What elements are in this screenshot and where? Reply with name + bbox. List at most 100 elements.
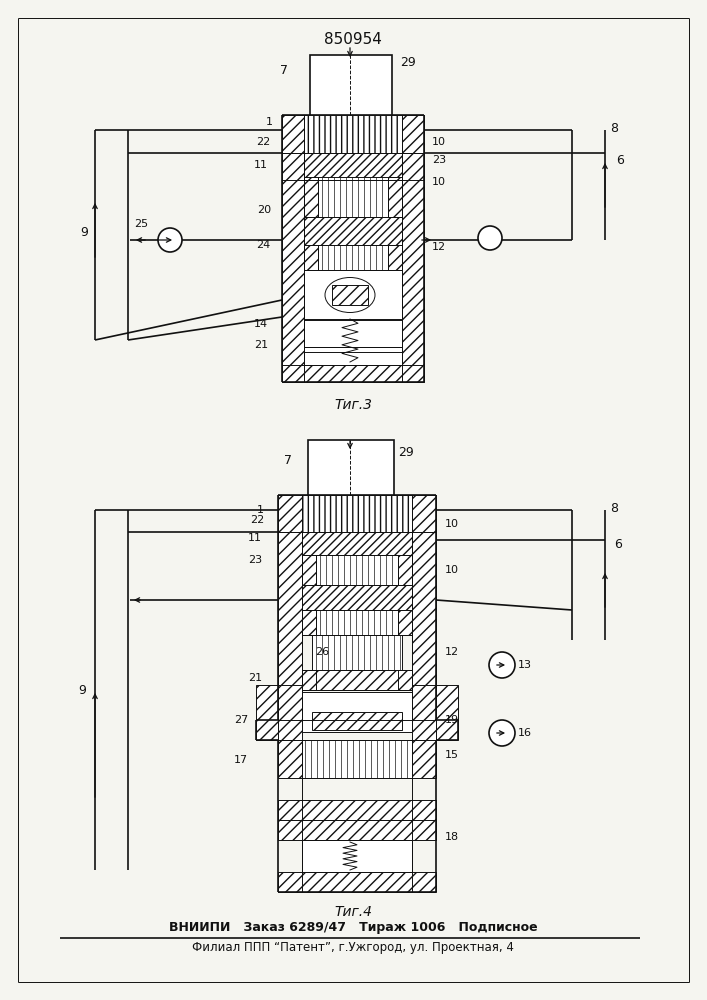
Text: 850954: 850954 bbox=[324, 32, 382, 47]
Bar bbox=[282, 115, 424, 153]
Text: 8: 8 bbox=[610, 502, 618, 514]
Text: 8: 8 bbox=[610, 121, 618, 134]
Bar bbox=[304, 352, 402, 365]
Bar bbox=[278, 740, 302, 778]
Text: 12: 12 bbox=[432, 242, 446, 252]
Text: 16: 16 bbox=[518, 728, 532, 738]
Bar bbox=[302, 585, 412, 610]
Bar bbox=[302, 532, 412, 555]
Bar bbox=[318, 177, 388, 217]
Text: 13: 13 bbox=[518, 660, 532, 670]
Text: 10: 10 bbox=[445, 565, 459, 575]
Bar bbox=[302, 610, 316, 635]
Bar bbox=[412, 740, 436, 778]
Bar bbox=[304, 347, 402, 365]
Text: 25: 25 bbox=[134, 219, 148, 229]
Bar bbox=[256, 685, 278, 740]
Bar bbox=[402, 115, 424, 382]
Bar bbox=[412, 685, 436, 740]
Text: 11: 11 bbox=[248, 533, 262, 543]
Text: 15: 15 bbox=[445, 750, 459, 760]
Circle shape bbox=[158, 228, 182, 252]
Bar bbox=[310, 55, 392, 115]
Text: 20: 20 bbox=[257, 205, 271, 215]
Text: 22: 22 bbox=[256, 137, 270, 147]
Bar bbox=[278, 800, 436, 820]
Bar bbox=[304, 270, 402, 320]
Bar bbox=[316, 555, 398, 585]
Bar bbox=[304, 319, 402, 347]
Bar bbox=[308, 440, 394, 495]
Bar bbox=[302, 840, 412, 872]
Text: 29: 29 bbox=[398, 446, 414, 458]
Bar bbox=[312, 635, 402, 670]
Text: 10: 10 bbox=[432, 177, 446, 187]
Text: 6: 6 bbox=[614, 538, 622, 552]
Bar bbox=[302, 670, 412, 690]
Text: 29: 29 bbox=[400, 56, 416, 70]
Ellipse shape bbox=[325, 277, 375, 312]
Bar bbox=[304, 115, 402, 153]
Bar bbox=[282, 115, 304, 382]
Circle shape bbox=[489, 652, 515, 678]
Bar bbox=[388, 245, 402, 270]
Bar bbox=[278, 495, 436, 532]
Text: 9: 9 bbox=[78, 684, 86, 696]
Text: 23: 23 bbox=[432, 155, 446, 165]
Text: 7: 7 bbox=[280, 64, 288, 77]
Text: 17: 17 bbox=[234, 755, 248, 765]
Bar bbox=[302, 692, 412, 732]
Bar bbox=[304, 320, 402, 352]
Text: 23: 23 bbox=[248, 555, 262, 565]
Bar bbox=[304, 217, 402, 245]
Bar bbox=[316, 610, 398, 635]
Bar bbox=[278, 685, 302, 740]
Bar bbox=[302, 670, 316, 690]
Text: ВНИИПИ   Заказ 6289/47   Тираж 1006   Подписное: ВНИИПИ Заказ 6289/47 Тираж 1006 Подписно… bbox=[169, 922, 537, 934]
Bar bbox=[398, 555, 412, 585]
Bar bbox=[398, 670, 412, 690]
Circle shape bbox=[478, 226, 502, 250]
Text: 10: 10 bbox=[432, 137, 446, 147]
Text: 27: 27 bbox=[234, 715, 248, 725]
Text: 10: 10 bbox=[445, 519, 459, 529]
Bar bbox=[398, 610, 412, 635]
Bar bbox=[304, 177, 318, 217]
Text: Τиг.4: Τиг.4 bbox=[334, 905, 372, 919]
Bar bbox=[304, 115, 402, 153]
Text: 6: 6 bbox=[616, 153, 624, 166]
Bar bbox=[302, 495, 412, 532]
Text: 14: 14 bbox=[254, 319, 268, 329]
Bar bbox=[302, 740, 412, 778]
Text: 1: 1 bbox=[266, 117, 273, 127]
Bar bbox=[304, 153, 402, 180]
Text: 12: 12 bbox=[445, 647, 459, 657]
Bar bbox=[412, 495, 436, 720]
Text: Филиал ППП “Патент”, г.Ужгород, ул. Проектная, 4: Филиал ППП “Патент”, г.Ужгород, ул. Прое… bbox=[192, 942, 514, 954]
Bar bbox=[282, 365, 424, 382]
Text: 7: 7 bbox=[284, 454, 292, 466]
Bar bbox=[332, 285, 368, 305]
Bar bbox=[302, 495, 412, 532]
Circle shape bbox=[489, 720, 515, 746]
Text: 11: 11 bbox=[254, 160, 268, 170]
Bar bbox=[312, 712, 402, 730]
Text: 21: 21 bbox=[254, 340, 268, 350]
Bar bbox=[278, 820, 436, 840]
Text: 9: 9 bbox=[80, 226, 88, 238]
Text: 26: 26 bbox=[315, 647, 329, 657]
Text: 18: 18 bbox=[445, 832, 459, 842]
Bar bbox=[278, 872, 436, 892]
Text: 24: 24 bbox=[256, 240, 270, 250]
Text: 22: 22 bbox=[250, 515, 264, 525]
Text: 19: 19 bbox=[445, 715, 459, 725]
Bar bbox=[302, 555, 316, 585]
Bar bbox=[436, 685, 458, 740]
Bar bbox=[304, 245, 318, 270]
Text: 21: 21 bbox=[248, 673, 262, 683]
Bar bbox=[318, 245, 388, 270]
Text: Τиг.3: Τиг.3 bbox=[334, 398, 372, 412]
Bar bbox=[278, 495, 302, 720]
Text: 1: 1 bbox=[257, 505, 264, 515]
Bar bbox=[388, 177, 402, 217]
